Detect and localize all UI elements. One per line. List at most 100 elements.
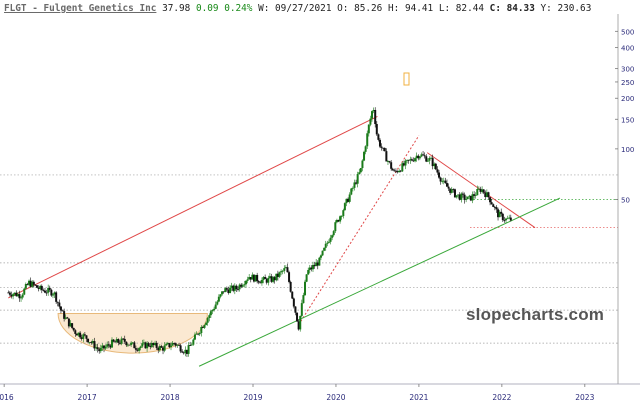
candle-body <box>229 287 232 294</box>
candle-body <box>438 172 441 178</box>
candle-body <box>425 156 428 162</box>
candle-body <box>434 163 437 170</box>
candle-body <box>120 338 123 344</box>
candle-body <box>501 213 504 221</box>
candle-body <box>256 274 259 282</box>
candle-body <box>24 284 27 289</box>
candle-body <box>487 192 490 198</box>
candle-body <box>316 262 319 266</box>
candle-body <box>237 289 240 290</box>
candle-body <box>484 192 487 198</box>
candle-body <box>32 281 35 285</box>
candle-body <box>227 289 230 294</box>
candle-body <box>133 342 136 349</box>
candle-body <box>138 347 141 351</box>
candle-body <box>468 195 471 197</box>
candle-body <box>182 352 185 354</box>
candle-body <box>248 277 251 280</box>
candle-body <box>353 182 356 188</box>
candle-body <box>433 163 436 167</box>
open-label: O: <box>337 3 349 14</box>
candle-body <box>415 155 418 159</box>
candle-body <box>396 171 399 173</box>
last-price: 37.98 <box>162 3 191 14</box>
candle-body <box>356 174 359 184</box>
candle-body <box>420 154 423 157</box>
candle-body <box>26 284 29 285</box>
x-tick-label: 2021 <box>409 393 428 402</box>
candle-body <box>29 280 32 287</box>
candle-body <box>367 124 370 134</box>
candle-body <box>270 276 273 282</box>
candle-body <box>203 324 206 328</box>
candle-body <box>430 157 433 159</box>
candle-body <box>374 109 377 125</box>
candle-body <box>244 280 247 285</box>
candle-body <box>409 159 412 161</box>
candle-body <box>214 304 217 309</box>
candle-body <box>42 290 45 291</box>
candle-body <box>390 162 393 169</box>
horizontal-levels <box>0 174 618 344</box>
candle-body <box>264 277 267 279</box>
candle-body <box>364 146 367 152</box>
candle-body <box>304 281 307 296</box>
candle-body <box>209 311 212 316</box>
candle-body <box>72 327 75 331</box>
candle-body <box>412 160 415 162</box>
candle-body <box>168 343 171 348</box>
candle-body <box>122 338 125 340</box>
candle-body <box>77 332 80 336</box>
candle-body <box>265 278 268 283</box>
candle-body <box>334 222 337 232</box>
candle-body <box>262 277 265 280</box>
candle-body <box>276 273 279 277</box>
candle-body <box>217 296 220 302</box>
y-tick-label: 400 <box>621 45 634 53</box>
candle-body <box>366 133 369 147</box>
candle-body <box>160 346 163 348</box>
candle-body <box>345 198 348 204</box>
candle-body <box>503 220 506 221</box>
candle-body <box>125 341 128 346</box>
candle-body <box>230 285 233 288</box>
candle-body <box>48 287 51 290</box>
candle-body <box>176 344 179 346</box>
candle-body <box>350 188 353 195</box>
candle-body <box>216 301 219 305</box>
candle-body <box>69 323 72 327</box>
candle-body <box>213 308 216 311</box>
candle-body <box>123 338 126 342</box>
candle-body <box>363 151 366 161</box>
candle-body <box>147 343 150 346</box>
candle-body <box>10 294 13 297</box>
candle-body <box>280 271 283 273</box>
candle-body <box>55 292 58 302</box>
candle-body <box>114 341 117 343</box>
candle-body <box>224 288 227 293</box>
candle-body <box>331 235 334 238</box>
candle-body <box>162 347 165 351</box>
candle-body <box>452 189 455 190</box>
candle-body <box>66 317 69 319</box>
candle-body <box>343 203 346 211</box>
candle-body <box>154 342 157 346</box>
candle-body <box>315 262 318 267</box>
candle-body <box>453 189 456 198</box>
symbol-link[interactable]: FLGT - Fulgent Genetics Inc <box>4 3 157 14</box>
candle-body <box>391 168 394 171</box>
candle-body <box>297 321 300 330</box>
candle-body <box>500 211 503 214</box>
candle-body <box>401 163 404 172</box>
candle-body <box>166 343 169 344</box>
y-axis: 500 400 300 250 200 150 100 50 <box>615 14 634 384</box>
y-tick-label: 500 <box>621 28 634 36</box>
candle-body <box>152 342 155 346</box>
candle-body <box>399 170 402 172</box>
candle-body <box>200 326 203 334</box>
candle-body <box>193 334 196 340</box>
candle-body <box>465 199 468 200</box>
x-tick-label: 2022 <box>492 393 511 402</box>
x-tick-label: 2018 <box>161 393 180 402</box>
